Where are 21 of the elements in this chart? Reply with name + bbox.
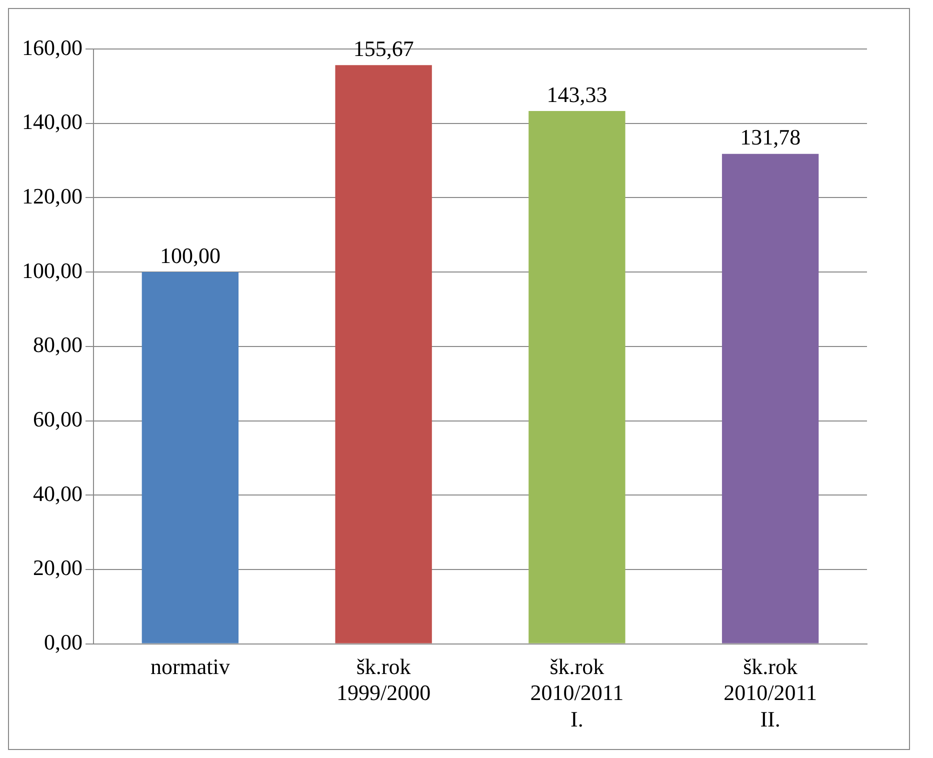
y-tick-label: 40,00 — [33, 480, 82, 506]
y-tick-label: 100,00 — [22, 258, 82, 283]
data-label: 155,67 — [353, 36, 414, 61]
bar — [722, 154, 819, 644]
y-tick-label: 140,00 — [22, 109, 82, 134]
data-label: 143,33 — [546, 82, 608, 107]
y-tick-label: 80,00 — [33, 332, 82, 358]
y-tick-label: 120,00 — [22, 183, 82, 208]
y-tick-label: 160,00 — [22, 34, 82, 60]
bar — [142, 272, 239, 644]
y-tick-label: 0,00 — [44, 630, 82, 655]
data-label: 131,78 — [740, 124, 801, 150]
y-tick-label: 60,00 — [33, 406, 82, 432]
bar — [335, 65, 432, 644]
x-tick-label: šk.rok 2010/2011 II. — [724, 654, 817, 732]
y-tick-label: 20,00 — [33, 555, 82, 580]
data-label: 100,00 — [160, 242, 220, 268]
x-tick-label: normativ — [150, 654, 230, 679]
x-tick-label: šk.rok 2010/2011 I. — [530, 654, 624, 732]
x-tick-label: šk.rok 1999/2000 — [336, 654, 431, 706]
bar — [528, 110, 626, 644]
